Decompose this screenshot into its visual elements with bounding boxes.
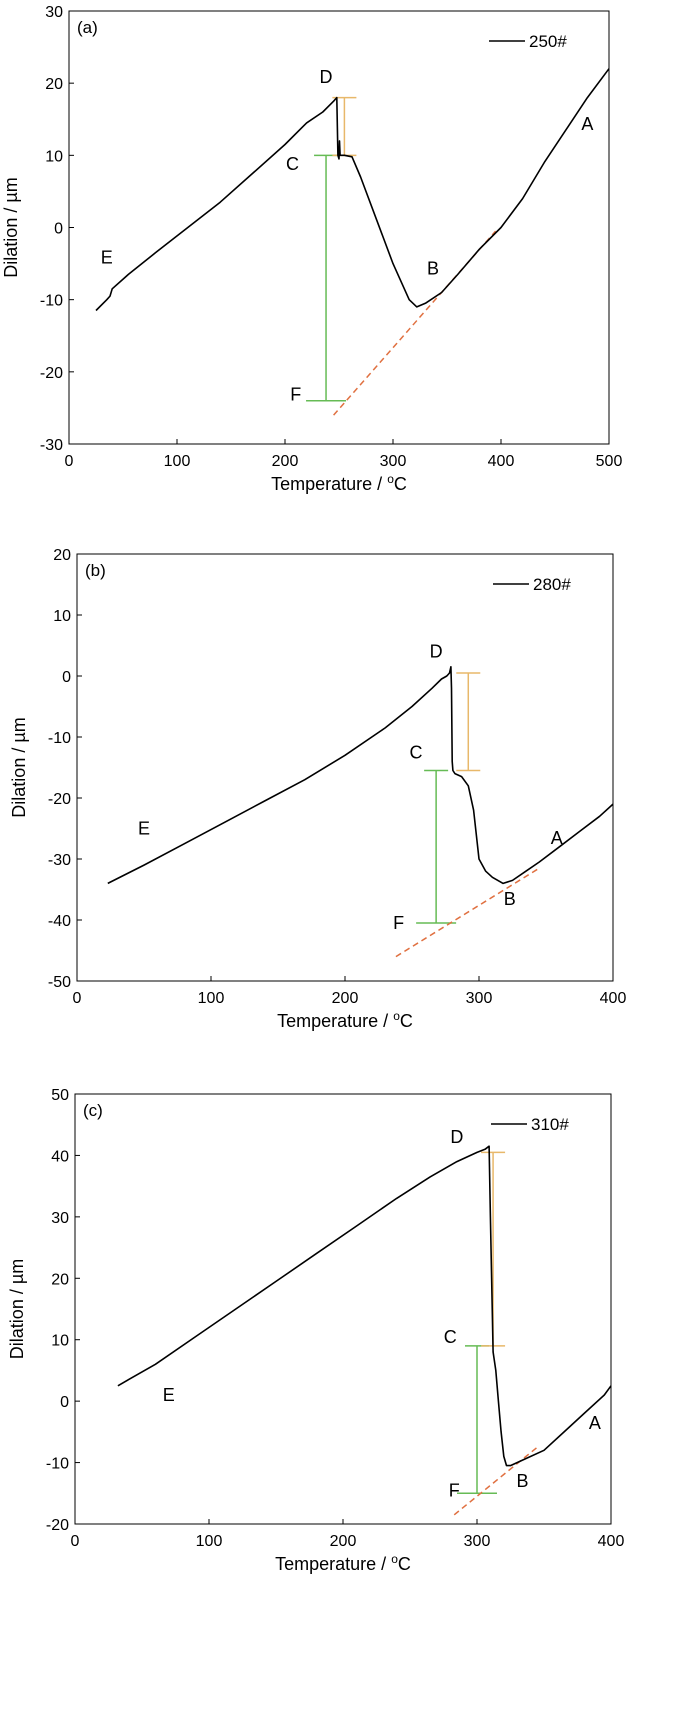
point-label-c-a: A: [589, 1413, 601, 1433]
point-label-a-a: A: [581, 114, 593, 134]
y-tick-label-b-5: 0: [62, 669, 71, 686]
y-axis-title-a: Dilation / µm: [1, 177, 21, 277]
x-tick-label-b-0: 0: [73, 990, 82, 1007]
x-tick-label-a-3: 300: [380, 453, 407, 470]
plot-frame-b: [76, 553, 614, 982]
y-tick-label-a-4: 10: [45, 148, 63, 165]
point-label-c-b: B: [517, 1471, 529, 1491]
point-label-b-b: B: [504, 889, 516, 909]
yellow-bracket-b: [456, 672, 481, 772]
plot-frame-c: [74, 1093, 612, 1525]
point-label-b-d: D: [430, 642, 443, 662]
plot-frame-a: [68, 10, 610, 445]
y-tick-label-c-2: 0: [60, 1394, 69, 1411]
y-tick-label-a-1: -20: [40, 365, 63, 382]
x-tick-label-b-2: 200: [332, 990, 359, 1007]
point-label-a-c: C: [286, 154, 299, 174]
x-tick-label-c-1: 100: [196, 1533, 223, 1550]
x-tick-label-c-0: 0: [71, 1533, 80, 1550]
y-tick-label-c-5: 30: [51, 1210, 69, 1227]
y-tick-label-a-5: 20: [45, 76, 63, 93]
panel-label-b: (b): [85, 561, 106, 580]
y-tick-label-c-7: 50: [51, 1087, 69, 1104]
point-label-b-c: C: [410, 742, 423, 762]
point-label-a-d: D: [320, 67, 333, 87]
y-tick-label-c-0: -20: [46, 1517, 69, 1534]
point-label-a-f: F: [290, 385, 301, 405]
green-bracket-a: [306, 154, 347, 402]
point-label-c-d: D: [450, 1127, 463, 1147]
y-tick-label-c-6: 40: [51, 1148, 69, 1165]
dashed-tangent-line-b: [395, 867, 540, 958]
y-tick-label-b-6: 10: [53, 608, 71, 625]
y-tick-label-b-3: -20: [48, 791, 71, 808]
y-tick-label-a-0: -30: [40, 437, 63, 454]
dashed-tangent-line-c: [453, 1446, 538, 1516]
point-label-c-f: F: [449, 1480, 460, 1500]
point-label-a-e: E: [101, 248, 113, 268]
panel-c: (c) Temperature / oC Dilation / µm 0 100 2…: [7, 1087, 624, 1574]
x-axis-title-c: Temperature / oC: [275, 1552, 411, 1574]
y-tick-label-b-7: 20: [53, 547, 71, 564]
green-bracket-b: [416, 769, 457, 924]
x-tick-label-a-4: 400: [488, 453, 515, 470]
y-tick-label-b-4: -10: [48, 730, 71, 747]
y-tick-label-a-6: 30: [45, 4, 63, 21]
panel-a: (a) Temperature / oC Dilation / µm 0 100 2…: [1, 4, 622, 494]
point-label-c-e: E: [163, 1385, 175, 1405]
x-tick-label-a-0: 0: [65, 453, 74, 470]
point-label-b-f: F: [393, 913, 404, 933]
legend-label-b: 280#: [533, 575, 571, 594]
x-axis-title-a: Temperature / oC: [271, 472, 407, 494]
point-label-b-e: E: [138, 819, 150, 839]
panel-b: (b) Temperature / oC Dilation / µm 0 100 2…: [9, 547, 626, 1031]
y-tick-label-c-3: 10: [51, 1333, 69, 1350]
y-axis-title-c: Dilation / µm: [7, 1259, 27, 1359]
x-tick-label-c-4: 400: [598, 1533, 625, 1550]
panel-label-a: (a): [77, 18, 98, 37]
x-tick-label-c-2: 200: [330, 1533, 357, 1550]
series-line-b-0: [107, 665, 614, 885]
y-tick-label-a-2: -10: [40, 293, 63, 310]
legend-label-c: 310#: [531, 1115, 569, 1134]
point-label-b-a: A: [551, 828, 563, 848]
x-tick-label-a-5: 500: [596, 453, 623, 470]
yellow-bracket-a: [332, 96, 357, 157]
y-tick-label-c-4: 20: [51, 1271, 69, 1288]
green-bracket-c: [457, 1345, 497, 1495]
y-tick-label-b-0: -50: [48, 974, 71, 991]
x-tick-label-b-1: 100: [198, 990, 225, 1007]
y-axis-title-b: Dilation / µm: [9, 717, 29, 817]
y-tick-label-b-2: -30: [48, 852, 71, 869]
x-tick-label-c-3: 300: [464, 1533, 491, 1550]
point-label-a-b: B: [427, 258, 439, 278]
series-line-a-0: [95, 68, 610, 312]
x-axis-title-b: Temperature / oC: [277, 1009, 413, 1031]
x-tick-label-a-1: 100: [164, 453, 191, 470]
panel-label-c: (c): [83, 1101, 103, 1120]
legend-label-a: 250#: [529, 32, 567, 51]
series-line-c-0: [117, 1145, 612, 1467]
x-tick-label-b-3: 300: [466, 990, 493, 1007]
y-tick-label-a-3: 0: [54, 221, 63, 238]
x-tick-label-a-2: 200: [272, 453, 299, 470]
x-tick-label-b-4: 400: [600, 990, 627, 1007]
y-tick-label-b-1: -40: [48, 913, 71, 930]
y-tick-label-c-1: -10: [46, 1456, 69, 1473]
point-label-c-c: C: [444, 1327, 457, 1347]
